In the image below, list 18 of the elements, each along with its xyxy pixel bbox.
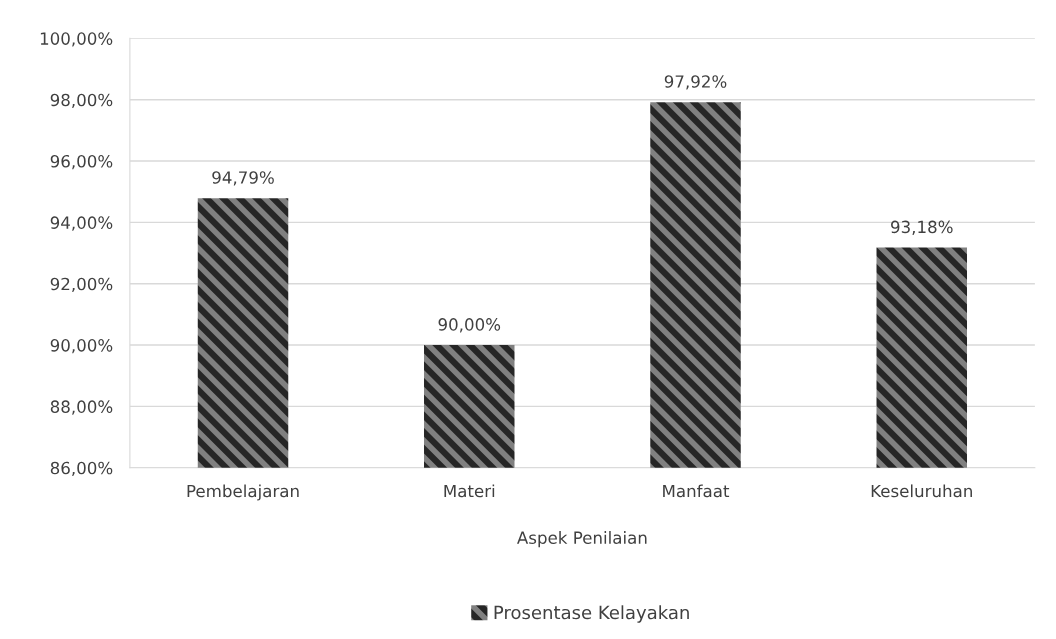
y-tick-label: 90,00% [50,339,113,354]
y-tick-label: 88,00% [50,400,113,415]
x-axis-title: Aspek Penilaian [517,531,647,548]
data-label: 90,00% [438,318,501,333]
x-tick-label: Materi [444,484,495,498]
y-tick-label: 100,00% [40,32,113,47]
y-tick-label: 94,00% [50,216,113,231]
legend-label: Prosentase Kelayakan [494,605,689,623]
x-tick-label: Pembelajaran [187,484,299,501]
x-tick-label: Manfaat [663,484,730,498]
data-label: 94,79% [212,171,274,186]
y-tick-label: 98,00% [50,93,113,108]
data-label: 97,92% [664,75,727,90]
y-tick-label: 92,00% [50,277,113,292]
y-tick-label: 96,00% [50,154,113,170]
data-label: 93,18% [891,220,953,235]
y-tick-label: 86,00% [50,461,113,477]
x-tick-label: Keseluruhan [871,484,972,498]
